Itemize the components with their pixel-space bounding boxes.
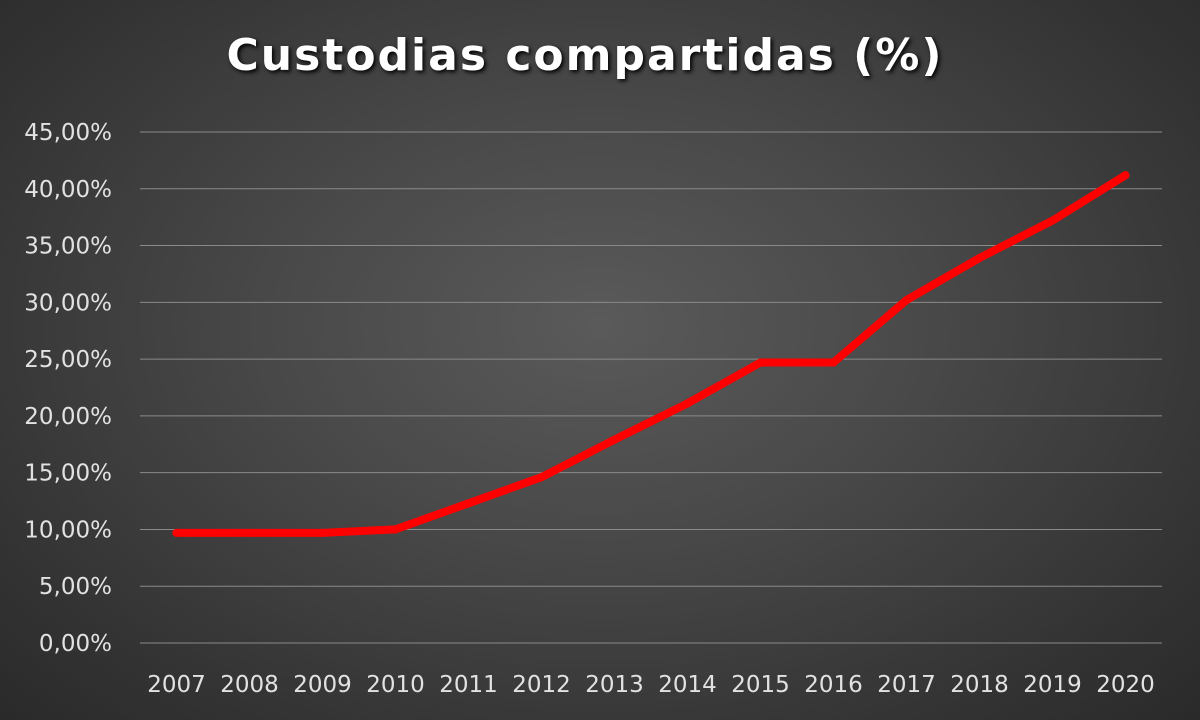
x-tick-label: 2012 (512, 672, 571, 698)
data-point (683, 399, 692, 408)
x-tick-label: 2014 (658, 672, 717, 698)
x-tick-label: 2008 (220, 672, 279, 698)
series-line (172, 171, 1130, 537)
y-tick-label: 20,00% (24, 404, 112, 430)
y-tick-label: 10,00% (24, 517, 112, 543)
data-point (829, 358, 838, 367)
y-tick-label: 5,00% (39, 574, 112, 600)
data-point (1121, 171, 1130, 180)
x-tick-label: 2015 (731, 672, 790, 698)
x-axis: 2007 2008 2009 2010 2011 2012 2013 2014 2015 2016… (147, 672, 1155, 698)
x-tick-label: 2020 (1096, 672, 1155, 698)
data-point (464, 499, 473, 508)
gridlines (140, 131, 1162, 644)
y-tick-label: 40,00% (24, 177, 112, 203)
y-tick-label: 0,00% (39, 631, 112, 657)
x-tick-label: 2019 (1023, 672, 1082, 698)
data-point (391, 525, 400, 534)
x-tick-label: 2009 (293, 672, 352, 698)
data-point (245, 528, 254, 537)
data-point (756, 358, 765, 367)
x-tick-label: 2018 (950, 672, 1009, 698)
x-tick-label: 2013 (585, 672, 644, 698)
y-tick-label: 35,00% (24, 234, 112, 260)
x-tick-label: 2010 (366, 672, 425, 698)
data-point (537, 473, 546, 482)
data-point (318, 528, 327, 537)
y-axis: 0,00% 5,00% 10,00% 15,00% 20,00% 25,00% 30,00%… (24, 120, 112, 657)
y-tick-label: 45,00% (24, 120, 112, 146)
x-tick-label: 2016 (804, 672, 863, 698)
x-tick-label: 2007 (147, 672, 206, 698)
chart-title: Custodias compartidas (%) (226, 30, 944, 81)
data-point (1048, 216, 1057, 225)
data-point (172, 528, 181, 537)
data-point (975, 254, 984, 263)
x-tick-label: 2017 (877, 672, 936, 698)
data-point (610, 435, 619, 444)
y-tick-label: 25,00% (24, 347, 112, 373)
y-tick-label: 15,00% (24, 461, 112, 487)
y-tick-label: 30,00% (24, 290, 112, 316)
x-tick-label: 2011 (439, 672, 498, 698)
data-point (902, 296, 911, 305)
series-layer (172, 171, 1130, 537)
